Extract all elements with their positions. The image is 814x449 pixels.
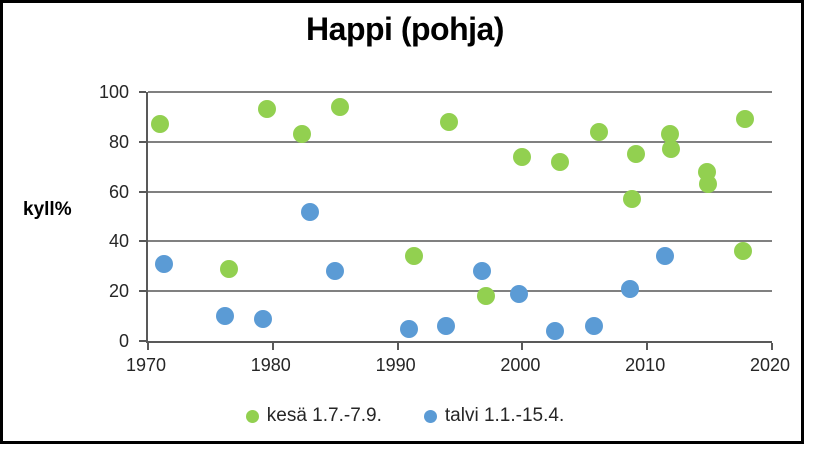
x-tick-label-1990: 1990 [375, 355, 416, 375]
x-tick-label-2000: 2000 [500, 355, 541, 375]
data-point-kesa [292, 125, 311, 144]
data-point-talvi [437, 317, 456, 336]
y-axis-tick-labels: 0 20 40 60 80 100 [59, 83, 129, 350]
gridline-y-100 [148, 91, 772, 93]
x-tick-mark-2020 [771, 343, 773, 350]
gridline-y-20 [148, 290, 772, 293]
data-point-talvi [326, 262, 345, 281]
y-tick-mark-100 [139, 91, 146, 93]
x-tick-mark-1970 [147, 343, 149, 350]
data-point-kesa [477, 287, 496, 306]
x-tick-mark-1980 [271, 343, 274, 350]
data-point-kesa [220, 259, 239, 278]
data-point-kesa [623, 190, 642, 209]
data-point-talvi [509, 284, 528, 303]
legend-label-kesa: kesä 1.7.-7.9. [266, 405, 382, 426]
kesa-series-marker-icon [245, 409, 259, 423]
gridline-y-40 [148, 240, 772, 243]
data-point-kesa [735, 110, 754, 129]
data-point-kesa [439, 112, 458, 131]
legend-label-talvi: talvi 1.1.-15.4. [444, 405, 565, 426]
data-point-kesa [331, 97, 350, 116]
chart-title: Happi (pohja) [306, 11, 504, 47]
plot-area [139, 91, 773, 350]
data-point-talvi [620, 279, 639, 298]
x-tick-mark-2000 [521, 343, 524, 350]
x-tick-mark-2010 [646, 343, 649, 350]
x-tick-label-1970: 1970 [125, 355, 167, 375]
y-tick-label-60: 60 [108, 181, 129, 202]
data-point-talvi [253, 309, 272, 328]
data-point-kesa [151, 115, 170, 134]
data-point-kesa [734, 242, 753, 261]
y-axis-title: kyll% [23, 199, 72, 220]
gridline-y-60 [148, 190, 772, 193]
data-point-kesa [550, 152, 569, 171]
x-tick-mark-1990 [396, 343, 399, 350]
data-point-talvi [216, 307, 235, 326]
y-tick-label-100: 100 [98, 82, 129, 102]
y-tick-mark-20 [139, 290, 146, 293]
chart-frame: Happi (pohja) kyll% 0 20 40 60 80 100 1970 198… [0, 0, 804, 444]
data-point-talvi [584, 317, 603, 336]
y-tick-label-0: 0 [118, 331, 129, 351]
data-point-kesa [513, 147, 532, 166]
x-tick-label-2010: 2010 [625, 355, 666, 375]
y-tick-mark-80 [139, 140, 146, 143]
y-tick-mark-40 [139, 240, 146, 243]
x-axis-tick-labels: 1970 1980 1990 2000 2010 2020 [126, 355, 790, 377]
x-tick-label-1980: 1980 [250, 355, 291, 375]
data-point-kesa [661, 140, 680, 159]
gridline-y-80 [148, 140, 772, 143]
data-point-kesa [404, 247, 423, 266]
data-point-kesa [699, 175, 718, 194]
talvi-series-marker-icon [423, 409, 437, 423]
y-tick-label-80: 80 [108, 131, 129, 152]
data-point-talvi [473, 262, 492, 281]
legend-item-kesa: kesä 1.7.-7.9. [245, 404, 382, 428]
y-tick-label-40: 40 [108, 231, 129, 252]
data-point-talvi [399, 319, 418, 338]
data-point-talvi [655, 247, 674, 266]
data-point-kesa [626, 145, 645, 164]
data-point-kesa [589, 122, 608, 141]
data-point-talvi [301, 202, 320, 221]
x-tick-label-2020: 2020 [749, 355, 791, 375]
data-point-kesa [257, 100, 276, 119]
data-point-talvi [155, 254, 174, 273]
data-point-talvi [545, 322, 564, 341]
y-tick-mark-60 [139, 190, 146, 193]
data-point-kesa [660, 125, 679, 144]
legend-item-talvi: talvi 1.1.-15.4. [423, 404, 565, 428]
legend: kesä 1.7.-7.9. talvi 1.1.-15.4. [3, 404, 807, 428]
y-tick-mark-0 [139, 340, 146, 342]
y-tick-label-20: 20 [108, 281, 129, 302]
